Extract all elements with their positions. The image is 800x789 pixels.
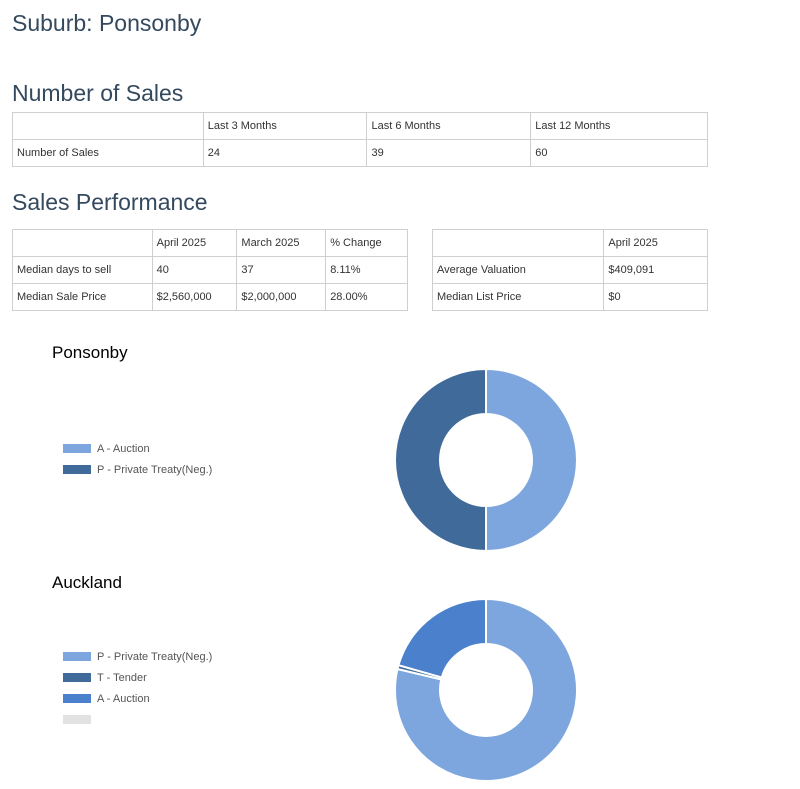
table-header-cell: % Change xyxy=(325,229,408,257)
legend-swatch xyxy=(63,715,91,724)
legend-swatch xyxy=(63,444,91,453)
chart-legend: A - Auction P - Private Treaty(Neg.) xyxy=(63,438,212,480)
table-header-cell: Last 3 Months xyxy=(202,112,368,140)
table-cell: 8.11% xyxy=(325,256,408,284)
table-header-cell xyxy=(12,229,153,257)
number-of-sales-heading: Number of Sales xyxy=(12,80,184,106)
table-header-cell: April 2025 xyxy=(603,229,708,257)
page-title: Suburb: Ponsonby xyxy=(12,10,202,36)
donut-slice[interactable] xyxy=(397,597,488,679)
table-cell: $2,000,000 xyxy=(236,283,327,311)
legend-label: P - Private Treaty(Neg.) xyxy=(97,463,213,476)
table-header-cell: Last 6 Months xyxy=(366,112,532,140)
sales-performance-table: April 2025 March 2025 % Change Median da… xyxy=(12,229,408,311)
legend-label: A - Auction xyxy=(97,692,150,705)
legend-item[interactable]: P - Private Treaty(Neg.) xyxy=(63,646,212,667)
legend-swatch xyxy=(63,652,91,661)
table-header-cell: April 2025 xyxy=(151,229,238,257)
legend-label: T - Tender xyxy=(97,671,147,684)
table-cell: 37 xyxy=(236,256,327,284)
valuation-table: April 2025 Average Valuation $409,091 Me… xyxy=(431,229,708,311)
table-cell: Median days to sell xyxy=(12,256,153,284)
table-header-cell xyxy=(431,229,605,257)
legend-item[interactable]: T - Tender xyxy=(63,667,212,688)
table-header-row: April 2025 xyxy=(431,229,708,257)
legend-label: P - Private Treaty(Neg.) xyxy=(97,650,213,663)
legend-swatch xyxy=(63,465,91,474)
table-header-cell xyxy=(12,112,204,140)
table-cell: $409,091 xyxy=(603,256,708,284)
table-cell: 40 xyxy=(151,256,238,284)
legend-swatch xyxy=(63,673,91,682)
legend-label: A - Auction xyxy=(97,442,150,455)
table-cell: 60 xyxy=(530,139,708,167)
donut-slice[interactable] xyxy=(394,367,487,553)
table-row: Median days to sell 40 37 8.11% xyxy=(12,256,408,284)
table-row: Median List Price $0 xyxy=(431,283,708,311)
legend-item[interactable]: A - Auction xyxy=(63,438,212,459)
table-row: Median Sale Price $2,560,000 $2,000,000 … xyxy=(12,283,408,311)
chart-legend: P - Private Treaty(Neg.) T - Tender A - … xyxy=(63,646,212,730)
table-cell: 28.00% xyxy=(325,283,408,311)
table-cell: $2,560,000 xyxy=(151,283,238,311)
legend-item[interactable]: P - Private Treaty(Neg.) xyxy=(63,459,212,480)
legend-item[interactable]: A - Auction xyxy=(63,688,212,709)
table-header-cell: Last 12 Months xyxy=(530,112,708,140)
table-cell: Average Valuation xyxy=(431,256,605,284)
legend-swatch xyxy=(63,694,91,703)
ponsonby-donut-chart xyxy=(394,367,578,553)
table-header-row: April 2025 March 2025 % Change xyxy=(12,229,408,257)
auckland-donut-chart xyxy=(394,597,578,782)
table-header-row: Last 3 Months Last 6 Months Last 12 Mont… xyxy=(12,112,708,140)
table-cell: Number of Sales xyxy=(12,139,204,167)
table-cell: Median Sale Price xyxy=(12,283,153,311)
sales-performance-heading: Sales Performance xyxy=(12,189,208,215)
number-of-sales-table: Last 3 Months Last 6 Months Last 12 Mont… xyxy=(12,112,708,167)
chart-title: Ponsonby xyxy=(52,343,128,362)
legend-item[interactable] xyxy=(63,709,212,730)
table-cell: Median List Price xyxy=(431,283,605,311)
table-cell: $0 xyxy=(603,283,708,311)
table-cell: 39 xyxy=(366,139,532,167)
table-row: Average Valuation $409,091 xyxy=(431,256,708,284)
donut-slice[interactable] xyxy=(485,367,578,553)
table-row: Number of Sales 24 39 60 xyxy=(12,139,708,167)
table-cell: 24 xyxy=(202,139,368,167)
table-header-cell: March 2025 xyxy=(236,229,327,257)
donut-slice[interactable] xyxy=(394,597,578,782)
chart-title: Auckland xyxy=(52,573,122,592)
